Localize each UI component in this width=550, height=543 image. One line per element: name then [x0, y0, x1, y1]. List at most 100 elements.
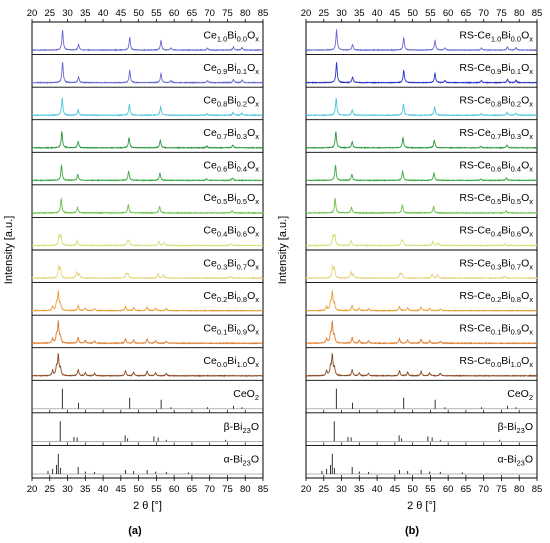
panel-a-series-label: Ce1.0Bi0.0Ox [203, 29, 259, 43]
panel-b-y-axis-label: Intensity [a.u.] [277, 216, 289, 284]
panel-a-x-tick-label: 65 [187, 484, 198, 495]
panel-b-x-tick-label: 80 [514, 484, 525, 495]
panel-a-series-line [31, 319, 264, 345]
panel-b-series-line [305, 164, 538, 182]
panel-a-x-axis-label: 2 θ [°] [133, 500, 162, 512]
panel-a-series-label: α-Bi23O [224, 453, 259, 467]
panel-b-x-tick-label: 25 [318, 484, 329, 495]
panel-a-x-tick-label-top: 60 [169, 8, 180, 19]
panel-a-series-label: Ce0.2Bi0.8Ox [203, 290, 259, 304]
panel-b-series: RS-Ce0.1Bi0.9Ox [305, 314, 538, 345]
panel-a-series: α-Bi23O [31, 444, 264, 478]
panel-a-series: Ce0.3Bi0.7Ox [31, 249, 264, 280]
panel-a-x-tick-label: 45 [116, 484, 127, 495]
panel-b-series-label: RS-Ce1.0Bi0.0Ox [459, 29, 533, 43]
panel-b-series-line [305, 97, 538, 117]
panel-a-series-label: Ce0.9Bi0.1Ox [203, 62, 259, 76]
panel-b-x-tick-label: 55 [425, 484, 436, 495]
panel-b-series-label: RS-Ce0.5Bi0.5Ox [459, 192, 533, 206]
panel-a-x-tick-label-top: 75 [222, 8, 233, 19]
panel-a-x-tick-label: 60 [169, 484, 180, 495]
panel-a-series-line [31, 197, 264, 215]
panel-b-series: RS-Ce0.4Bi0.6Ox [305, 216, 538, 248]
panel-b-series: RS-Ce0.6Bi0.4Ox [305, 151, 538, 182]
panel-b-x-tick-label-top: 35 [354, 8, 365, 19]
panel-b-series-label: RS-Ce0.1Bi0.9Ox [459, 322, 533, 336]
panel-b-series-label: RS-Ce0.2Bi0.8Ox [459, 290, 533, 304]
panel-b-series-label: CeO2 [507, 388, 533, 402]
panel-b-series: α-Bi23O [305, 444, 538, 478]
panel-b-x-tick-label-top: 25 [318, 8, 329, 19]
panel-a-x-tick-label-top: 80 [240, 8, 251, 19]
panel-b-series: RS-Ce0.3Bi0.7Ox [305, 249, 538, 280]
panel-a-series-line [31, 62, 264, 85]
panel-b-series-label: RS-Ce0.6Bi0.4Ox [459, 160, 533, 174]
panel-a-x-tick-label: 20 [27, 484, 38, 495]
panel-a-x-tick-label: 55 [151, 484, 162, 495]
panel-b-series: RS-Ce0.2Bi0.8Ox [305, 282, 538, 313]
panel-b-x-tick-label: 30 [336, 484, 347, 495]
panel-b-x-tick-label: 35 [354, 484, 365, 495]
panel-a-series-line [31, 264, 264, 280]
panel-a-x-tick-label-top: 65 [187, 8, 198, 19]
panel-b-series: β-Bi23O [305, 412, 538, 446]
panel-b-panel-label: (b) [405, 525, 419, 537]
panel-b-series-label: RS-Ce0.9Bi0.1Ox [459, 62, 533, 76]
panel-b-series: RS-Ce0.9Bi0.1Ox [305, 54, 538, 85]
panel-b-series-line [305, 197, 538, 215]
panel-a-series: β-Bi23O [31, 412, 264, 446]
panel-a-y-axis-label: Intensity [a.u.] [3, 216, 15, 284]
panel-a-series-label: Ce0.4Bi0.6Ox [203, 225, 259, 239]
panel-a-x-tick-label: 75 [222, 484, 233, 495]
panel-b: 20 20 25 25 30 30 35 35 40 40 45 45 50 50 55 55 60 60 65 65… [277, 8, 542, 537]
panel-a-series-line [31, 96, 264, 117]
panel-a-x-tick-label-top: 50 [133, 8, 144, 19]
panel-b-x-tick-label: 70 [478, 484, 489, 495]
panel-b-x-axis-label: 2 θ [°] [407, 500, 436, 512]
panel-b-x-tick-label-top: 45 [390, 8, 401, 19]
panel-b-series-line [305, 61, 538, 85]
panel-a-x-tick-label-top: 35 [80, 8, 91, 19]
panel-a-series-label: Ce0.5Bi0.5Ox [203, 192, 259, 206]
panel-a-x-tick-label: 85 [258, 484, 269, 495]
panel-b-series-line [305, 290, 538, 313]
panel-b-series: CeO2 [305, 379, 538, 413]
panel-b-series-line [305, 263, 538, 280]
panel-a-series-label: CeO2 [233, 388, 259, 402]
panel-a-x-tick-label: 50 [133, 484, 144, 495]
panel-a-x-tick-label-top: 40 [98, 8, 109, 19]
panel-a-series: Ce0.2Bi0.8Ox [31, 282, 264, 313]
panel-a-x-tick-label-top: 70 [204, 8, 215, 19]
panel-a: 20 20 25 25 30 30 35 35 40 40 45 45 50 50 55 55 60 60 65 65… [3, 8, 268, 537]
panel-a-series-line [31, 290, 264, 313]
panel-a-series-label: Ce0.6Bi0.4Ox [203, 160, 259, 174]
panel-b-x-tick-label-top: 80 [514, 8, 525, 19]
panel-b-x-tick-label-top: 70 [478, 8, 489, 19]
panel-b-series: RS-Ce0.8Bi0.2Ox [305, 86, 538, 117]
panel-a-series-line [31, 130, 263, 150]
panel-b-series: RS-Ce0.0Bi1.0Ox [305, 347, 537, 378]
panel-b-series-label: RS-Ce0.0Bi1.0Ox [459, 355, 533, 369]
panel-a-series-label: Ce0.0Bi1.0Ox [203, 355, 259, 369]
panel-b-series-line [305, 131, 537, 150]
panel-a-x-tick-label-top: 30 [62, 8, 73, 19]
panel-b-x-tick-label-top: 65 [461, 8, 472, 19]
panel-a-series-label: β-Bi23O [224, 421, 259, 435]
panel-b-x-tick-label: 60 [443, 484, 454, 495]
panel-a-series-line [31, 29, 264, 52]
panel-a-x-tick-label: 30 [62, 484, 73, 495]
panel-a-series-label: Ce0.3Bi0.7Ox [203, 257, 259, 271]
panel-a-x-tick-label: 80 [240, 484, 251, 495]
panel-b-x-tick-label: 40 [372, 484, 383, 495]
panel-a-series-label: Ce0.8Bi0.2Ox [203, 94, 259, 108]
panel-a-series-label: Ce0.7Bi0.3Ox [203, 127, 259, 141]
panel-a-series-line [31, 164, 264, 182]
panel-b-series-label: RS-Ce0.8Bi0.2Ox [459, 94, 533, 108]
panel-a-x-tick-label-top: 55 [151, 8, 162, 19]
panel-a-series: Ce0.5Bi0.5Ox [31, 184, 264, 215]
panel-a-series: Ce0.9Bi0.1Ox [31, 54, 264, 85]
panel-b-x-tick-label-top: 55 [425, 8, 436, 19]
panel-b-series-label: RS-Ce0.4Bi0.6Ox [459, 225, 533, 239]
panel-b-x-tick-label: 20 [301, 484, 312, 495]
